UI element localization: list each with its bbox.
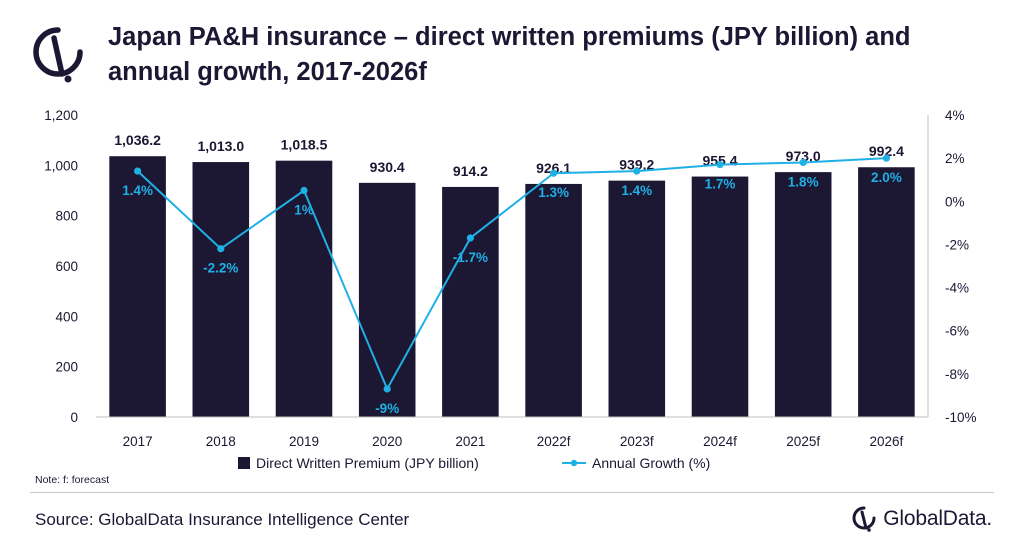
premium-data-label: 930.4 xyxy=(370,159,405,175)
combo-chart: 0 200 400 600 800 1,000 1,200 -10% -8% -6% -4% -2% 0… xyxy=(44,108,977,471)
premium-bar xyxy=(358,182,416,417)
x-axis-tick-label: 2024f xyxy=(703,434,737,449)
growth-data-label: 1.8% xyxy=(788,174,819,189)
premium-bar xyxy=(109,156,166,417)
globaldata-logo-icon xyxy=(33,27,83,83)
x-axis-tick-label: 2020 xyxy=(372,434,402,449)
premium-data-label: 939.2 xyxy=(619,157,654,173)
x-axis-tick-label: 2023f xyxy=(620,434,654,449)
premium-data-label: 914.2 xyxy=(453,163,488,179)
premium-bar xyxy=(442,186,499,417)
growth-point xyxy=(882,154,891,162)
left-axis-tick-label: 800 xyxy=(55,209,78,224)
x-axis-tick-label: 2019 xyxy=(289,434,319,449)
premium-bar xyxy=(275,160,333,418)
growth-point xyxy=(300,186,308,195)
premium-data-label: 992.4 xyxy=(869,143,904,159)
premium-data-label: 973.0 xyxy=(786,148,821,164)
legend-swatch-growth-point xyxy=(570,459,578,467)
left-axis-tick-label: 600 xyxy=(55,259,78,274)
growth-data-label: 2.0% xyxy=(871,170,902,185)
right-axis-tick-label: -2% xyxy=(945,237,969,252)
left-axis-tick-label: 0 xyxy=(70,410,78,425)
left-axis-tick-label: 1,200 xyxy=(44,108,78,123)
growth-point xyxy=(799,158,807,167)
x-axis-tick-label: 2022f xyxy=(537,434,571,449)
x-axis-tick-label: 2025f xyxy=(786,434,820,449)
growth-data-label: 1.4% xyxy=(122,183,153,198)
right-axis-tick-label: 4% xyxy=(945,108,965,123)
growth-point xyxy=(550,169,558,177)
growth-data-label: 1.7% xyxy=(705,177,736,192)
legend-label-growth: Annual Growth (%) xyxy=(592,455,710,471)
premium-data-label: 1,013.0 xyxy=(197,138,244,154)
growth-data-label: 1% xyxy=(294,203,314,218)
globaldata-small-icon xyxy=(852,506,876,532)
growth-data-label: 1.3% xyxy=(538,185,569,200)
premium-bar xyxy=(691,176,749,417)
x-axis-tick-label: 2017 xyxy=(123,434,153,449)
footer-divider xyxy=(30,492,994,493)
x-axis-tick-label: 2026f xyxy=(870,434,904,449)
growth-series-line xyxy=(136,157,887,392)
premium-data-label: 1,036.2 xyxy=(114,132,161,148)
growth-point xyxy=(633,167,641,175)
source-text: Source: GlobalData Insurance Intelligenc… xyxy=(35,510,410,529)
premium-bar xyxy=(525,183,582,417)
chart-title: Japan PA&H insurance – direct written pr… xyxy=(108,23,911,86)
right-axis-tick-label: -8% xyxy=(945,367,969,382)
premium-bar xyxy=(858,167,915,417)
growth-point xyxy=(134,167,142,175)
x-axis-tick-label: 2021 xyxy=(455,434,485,449)
legend-label-premium: Direct Written Premium (JPY billion) xyxy=(256,455,479,471)
right-axis-tick-label: -6% xyxy=(945,324,969,339)
forecast-note: Note: f: forecast xyxy=(35,474,110,486)
right-axis-tick-label: 2% xyxy=(945,151,965,166)
legend-swatch-premium xyxy=(238,457,250,469)
right-axis-tick-label: -10% xyxy=(945,410,977,425)
brand-logo: GlobalData. xyxy=(851,505,992,533)
right-axis-tick-label: -4% xyxy=(945,281,969,296)
growth-point xyxy=(217,245,225,253)
growth-point xyxy=(383,385,391,393)
left-axis-tick-label: 1,000 xyxy=(44,158,78,173)
right-axis-tick-label: 0% xyxy=(945,194,965,209)
premium-bar xyxy=(774,172,832,417)
x-axis-tick-label: 2018 xyxy=(206,434,236,449)
growth-data-label: -2.2% xyxy=(203,261,238,276)
growth-data-label: 1.4% xyxy=(621,183,652,198)
brand-name: GlobalData. xyxy=(883,507,992,530)
premium-bar xyxy=(608,180,666,417)
growth-data-label: -9% xyxy=(375,401,399,416)
left-axis-tick-label: 200 xyxy=(55,360,78,375)
premium-bar xyxy=(192,162,250,417)
growth-data-label: -1.7% xyxy=(453,250,488,265)
premium-data-label: 1,018.5 xyxy=(281,137,328,153)
growth-point xyxy=(466,234,474,242)
left-axis-tick-label: 400 xyxy=(55,309,78,324)
premium-data-label: 926.1 xyxy=(536,160,571,176)
growth-point xyxy=(716,161,724,169)
